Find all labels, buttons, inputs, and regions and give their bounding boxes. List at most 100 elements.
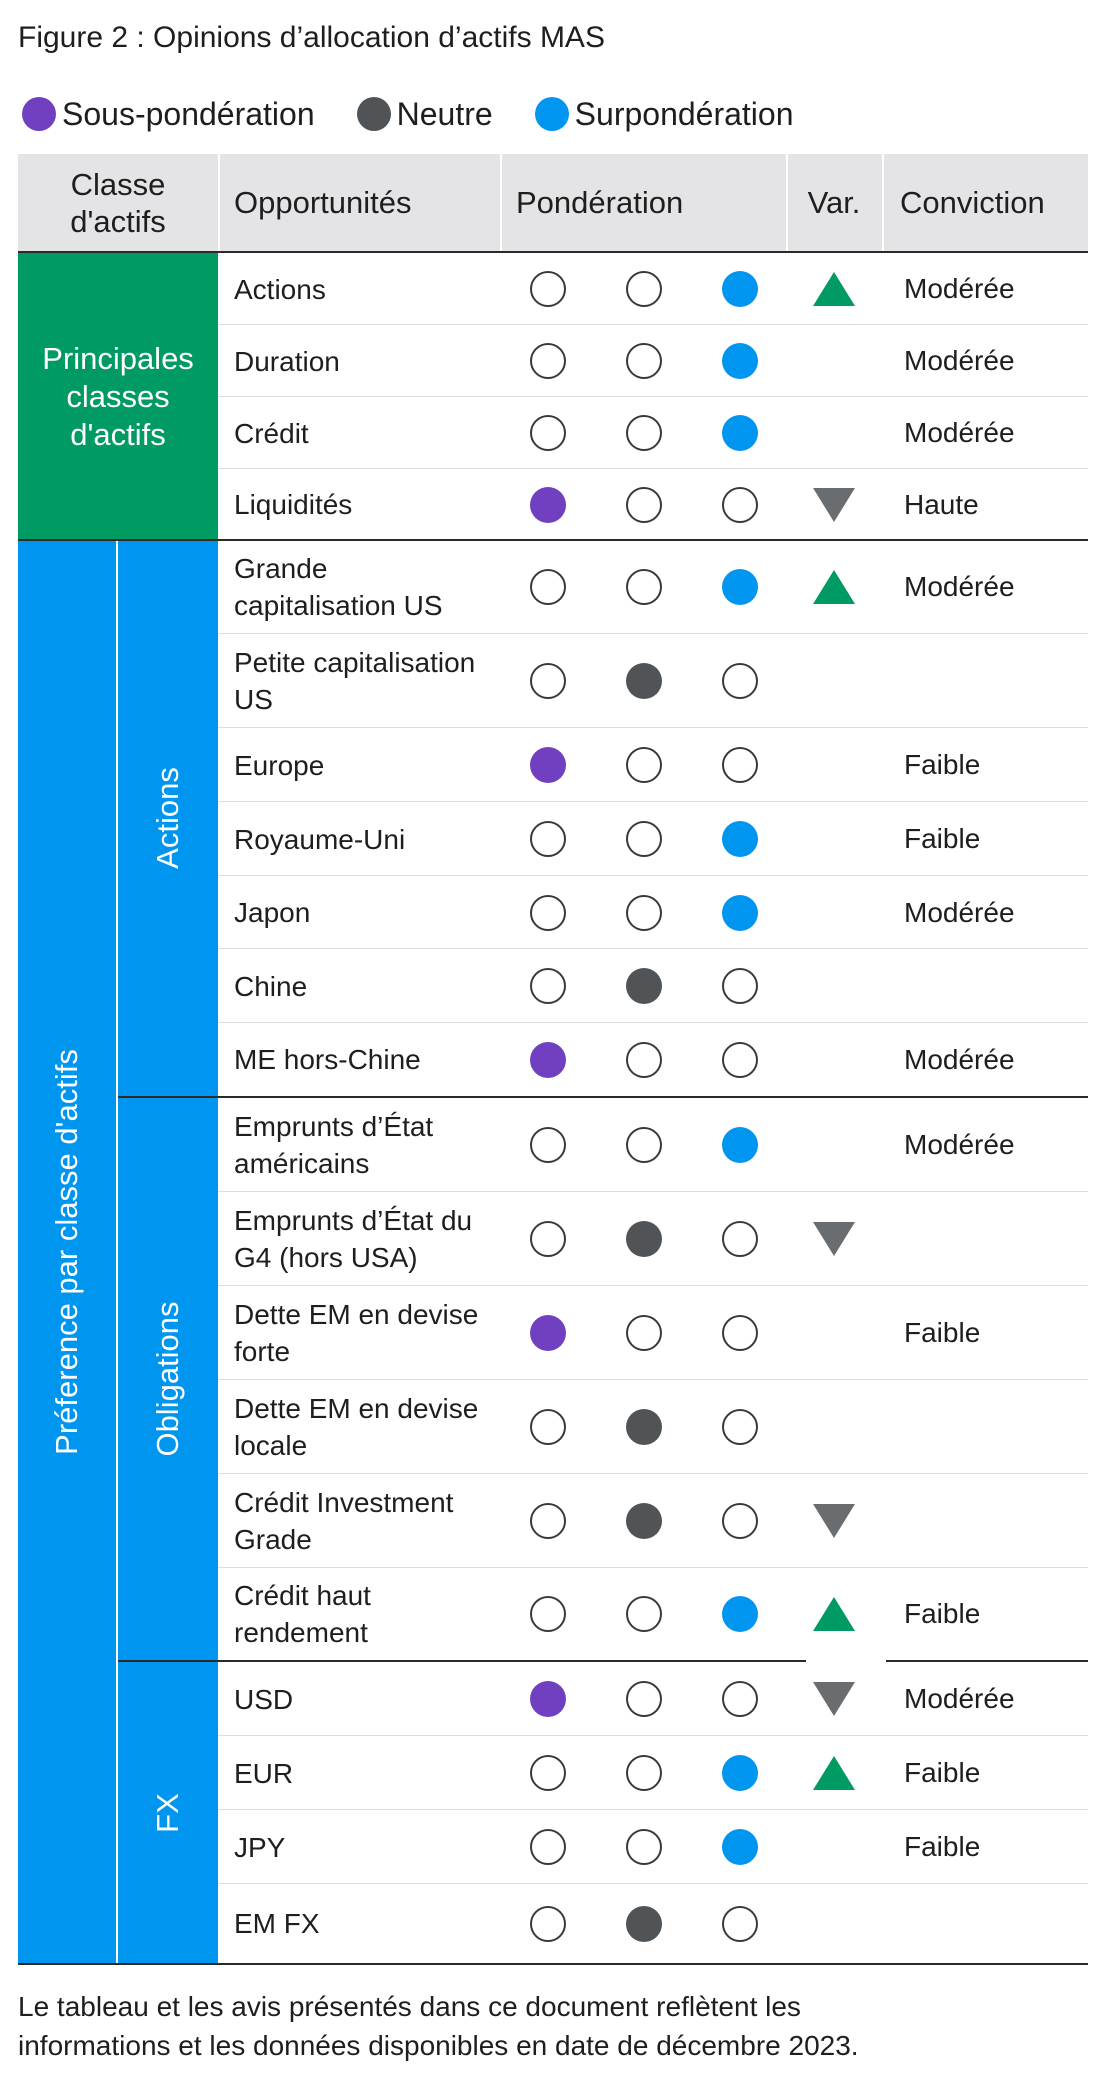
empty-dot-icon	[722, 1905, 758, 1942]
empty-dot-icon	[722, 968, 758, 1004]
empty-dot-icon	[722, 1221, 758, 1257]
neutral-weight-dot-icon	[626, 968, 662, 1004]
empty-dot-icon	[530, 1755, 566, 1791]
over-weight-dot-icon	[722, 1755, 758, 1791]
table-header: Classe d'actifs Opportunités Pondération…	[18, 154, 1088, 251]
empty-dot-icon	[530, 663, 566, 699]
down-arrow-icon	[813, 1504, 855, 1538]
table-row: Dette EM en devise forte Faible	[18, 1286, 1088, 1380]
up-arrow-icon	[813, 272, 855, 306]
opportunity-label: Dette EM en devise forte	[234, 1299, 479, 1367]
conviction-value: Modérée	[904, 1129, 1015, 1160]
section-divider	[886, 1660, 1088, 1662]
under-weight-dot-icon	[530, 1041, 566, 1078]
footnote-line: informations et les données disponibles …	[18, 2030, 859, 2061]
row-divider	[218, 948, 1088, 949]
over-weight-dot-icon	[722, 569, 758, 605]
figure-title: Figure 2 : Opinions d’allocation d’actif…	[18, 21, 605, 54]
preference-block: Préference par classe d'actifs	[18, 540, 116, 1964]
conviction-value: Modérée	[904, 1683, 1015, 1714]
row-divider	[218, 1022, 1088, 1023]
opportunity-label: Europe	[234, 749, 325, 781]
table-row: EUR Faible	[18, 1736, 1088, 1810]
empty-dot-icon	[530, 1596, 566, 1632]
table-row: Petite capitalisation US	[18, 634, 1088, 728]
row-divider	[218, 875, 1088, 876]
under-weight-dot-icon	[530, 486, 566, 523]
under-weight-dot-icon	[530, 1315, 566, 1351]
row-divider	[218, 1735, 1088, 1736]
table-row: Japon Modérée	[18, 876, 1088, 949]
opportunity-label: EUR	[234, 1757, 294, 1789]
section-divider	[118, 1096, 1088, 1098]
over-weight-dot-icon	[722, 415, 758, 451]
table-row: USD Modérée	[18, 1662, 1088, 1736]
neutral-weight-dot-icon	[626, 663, 662, 699]
main-asset-classes-label: Principales classes d'actifs	[42, 340, 194, 452]
section-divider	[118, 1660, 806, 1662]
empty-dot-icon	[530, 1221, 566, 1257]
conviction-value: Faible	[904, 749, 981, 780]
section-divider	[18, 539, 1088, 541]
opportunity-label: EM FX	[234, 1908, 320, 1939]
legend-item-neutral: Neutre	[356, 92, 493, 136]
opportunity-label: JPY	[234, 1831, 286, 1863]
over-weight-dot-icon	[722, 894, 758, 931]
header-conviction-label: Conviction	[900, 185, 1045, 220]
conviction-value: Faible	[904, 1317, 981, 1348]
table-row: Grande capitalisation US Modérée	[18, 540, 1088, 634]
table-row: Emprunts d’État américains Modérée	[18, 1098, 1088, 1192]
header-asset-class: Classe d'actifs	[18, 154, 218, 251]
conviction-value: Modérée	[904, 417, 1015, 448]
conviction-value: Modérée	[904, 273, 1015, 304]
empty-dot-icon	[626, 415, 662, 451]
table-row: Crédit Modérée	[18, 397, 1088, 469]
table-row: Liquidités Haute	[18, 469, 1088, 540]
row-divider	[218, 1285, 1088, 1286]
neutral-weight-dot-icon	[626, 1221, 662, 1257]
empty-dot-icon	[530, 1127, 566, 1163]
table-row: Actions Modérée	[18, 253, 1088, 325]
header-weighting-label: Pondération	[516, 185, 684, 220]
legend: Sous-pondération Neutre Surpondération	[22, 92, 836, 136]
legend-item-overweight: Surpondération	[534, 92, 794, 136]
table-row: Crédit haut rendement Faible	[18, 1568, 1088, 1660]
header-asset-class-label: Classe d'actifs	[70, 166, 166, 239]
over-weight-dot-icon	[722, 343, 758, 379]
row-divider	[218, 1883, 1088, 1884]
conviction-value: Haute	[904, 488, 979, 520]
conviction-value: Faible	[904, 823, 981, 854]
header-opportunities-label: Opportunités	[234, 185, 412, 220]
empty-dot-icon	[530, 343, 566, 379]
empty-dot-icon	[626, 821, 662, 857]
fx-block: FX	[118, 1662, 218, 1964]
bonds-block: Obligations	[118, 1098, 218, 1660]
neutral-dot-icon	[356, 97, 391, 131]
table-row: Dette EM en devise locale	[18, 1380, 1088, 1474]
equities-block: Actions	[118, 540, 218, 1096]
opportunity-label: Grande capitalisation US	[234, 553, 443, 621]
under-weight-dot-icon	[530, 1681, 566, 1717]
row-divider	[218, 633, 1088, 634]
table-row: Emprunts d’État du G4 (hors USA)	[18, 1192, 1088, 1286]
table-row: Crédit Investment Grade	[18, 1474, 1088, 1568]
empty-dot-icon	[626, 1127, 662, 1163]
table-row: Chine	[18, 949, 1088, 1023]
empty-dot-icon	[626, 569, 662, 605]
header-divider	[218, 154, 220, 251]
neutral-weight-dot-icon	[626, 1905, 662, 1942]
empty-dot-icon	[530, 415, 566, 451]
empty-dot-icon	[626, 1681, 662, 1717]
empty-dot-icon	[722, 747, 758, 783]
table-row: Europe Faible	[18, 728, 1088, 802]
empty-dot-icon	[626, 1596, 662, 1632]
conviction-value: Faible	[904, 1831, 981, 1862]
empty-dot-icon	[722, 1503, 758, 1539]
empty-dot-icon	[530, 1905, 566, 1942]
opportunity-label: Crédit	[234, 417, 309, 449]
legend-label-overweight: Surpondération	[574, 96, 794, 132]
header-divider	[786, 154, 788, 251]
over-weight-dot-icon	[722, 1596, 758, 1632]
allocation-table: Classe d'actifs Opportunités Pondération…	[18, 154, 1088, 1965]
empty-dot-icon	[722, 1681, 758, 1717]
